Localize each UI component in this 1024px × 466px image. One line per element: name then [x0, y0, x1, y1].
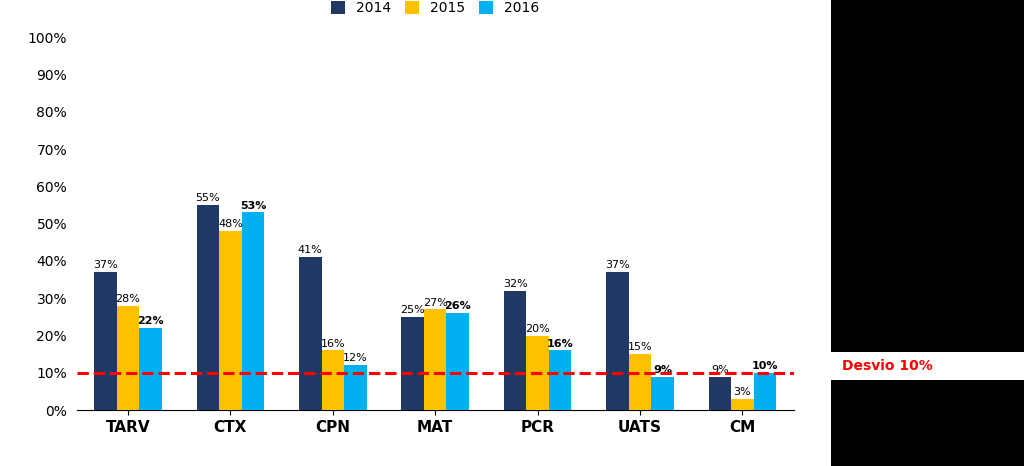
Text: 10%: 10%: [752, 361, 778, 371]
Bar: [526, 336, 549, 410]
Bar: [197, 205, 219, 410]
Text: 32%: 32%: [503, 279, 527, 289]
Text: 15%: 15%: [628, 343, 652, 352]
Text: 20%: 20%: [525, 324, 550, 334]
Bar: [401, 317, 424, 410]
Text: 55%: 55%: [196, 193, 220, 203]
Text: 37%: 37%: [605, 260, 630, 270]
Bar: [242, 212, 264, 410]
Bar: [731, 399, 754, 410]
Text: 3%: 3%: [733, 387, 752, 397]
Bar: [344, 365, 367, 410]
Text: 16%: 16%: [321, 339, 345, 349]
Text: 9%: 9%: [653, 365, 672, 375]
Bar: [219, 231, 242, 410]
Bar: [549, 350, 571, 410]
Bar: [754, 373, 776, 410]
Text: 37%: 37%: [93, 260, 118, 270]
Bar: [629, 354, 651, 410]
Text: 22%: 22%: [137, 316, 164, 326]
Bar: [94, 272, 117, 410]
Text: 48%: 48%: [218, 219, 243, 229]
Bar: [299, 257, 322, 410]
Text: 41%: 41%: [298, 246, 323, 255]
Text: Desvio 10%: Desvio 10%: [842, 359, 933, 373]
Bar: [606, 272, 629, 410]
Bar: [424, 309, 446, 410]
Bar: [117, 306, 139, 410]
Bar: [504, 291, 526, 410]
Bar: [709, 377, 731, 410]
Text: 27%: 27%: [423, 298, 447, 308]
Text: 26%: 26%: [444, 302, 471, 311]
Text: 16%: 16%: [547, 339, 573, 349]
Text: 25%: 25%: [400, 305, 425, 315]
Text: 28%: 28%: [116, 294, 140, 304]
Legend: 2014, 2015, 2016: 2014, 2015, 2016: [326, 0, 545, 21]
Text: 53%: 53%: [240, 201, 266, 211]
Bar: [322, 350, 344, 410]
Text: 12%: 12%: [343, 354, 368, 363]
Text: 9%: 9%: [711, 365, 729, 375]
Bar: [651, 377, 674, 410]
Bar: [446, 313, 469, 410]
Bar: [139, 328, 162, 410]
